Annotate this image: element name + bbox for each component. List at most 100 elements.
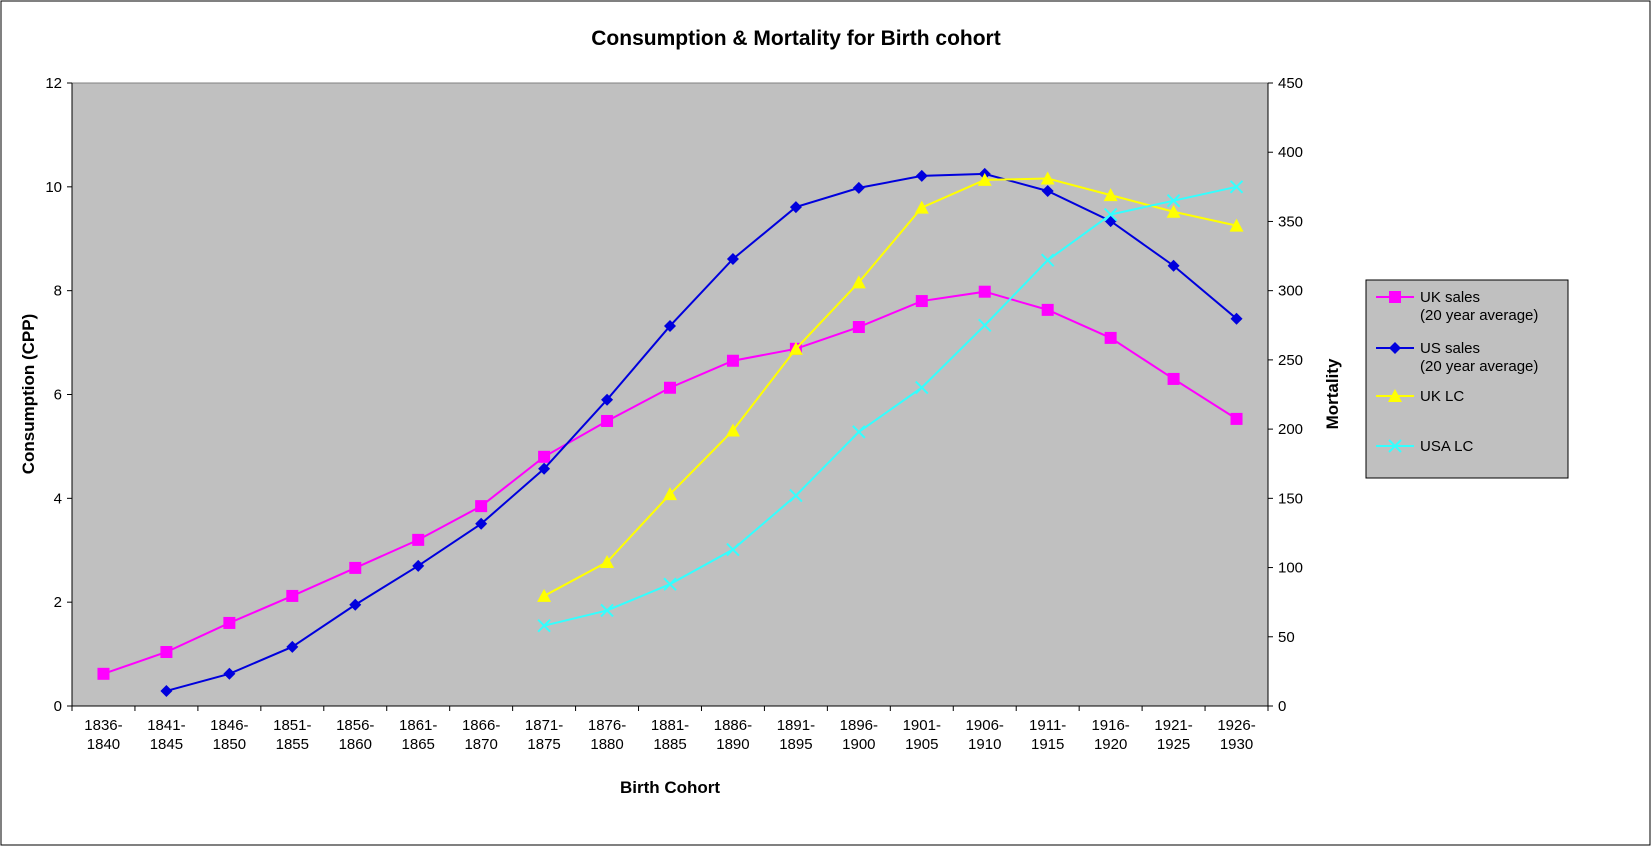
y-tick-label: 12 bbox=[45, 75, 62, 92]
data-point bbox=[663, 577, 677, 591]
x-tick-label: 1851-1855 bbox=[273, 717, 311, 753]
series-line bbox=[543, 177, 1237, 597]
data-point bbox=[852, 321, 865, 334]
y-axis-label: Consumption (CPP) bbox=[19, 314, 38, 475]
data-point bbox=[223, 616, 236, 629]
legend-label: US sales (20 year average) bbox=[1420, 340, 1538, 375]
y2-axis-label: Mortality bbox=[1323, 358, 1342, 429]
data-point bbox=[1229, 180, 1244, 194]
x-tick-label: 1856-1860 bbox=[336, 717, 374, 753]
data-point bbox=[726, 252, 739, 265]
y2-tick-label: 450 bbox=[1278, 75, 1303, 92]
data-point bbox=[915, 169, 928, 182]
data-point bbox=[160, 646, 173, 659]
data-point bbox=[600, 603, 614, 618]
x-tick-label: 1886-1890 bbox=[714, 717, 752, 753]
data-point bbox=[663, 487, 677, 501]
data-point bbox=[1041, 303, 1054, 316]
y-tick-label: 0 bbox=[54, 698, 62, 715]
x-tick-label: 1921-1925 bbox=[1154, 717, 1192, 753]
data-point bbox=[1041, 184, 1054, 197]
data-point bbox=[1104, 331, 1117, 344]
x-tick-label: 1881-1885 bbox=[651, 717, 689, 753]
data-point bbox=[286, 640, 299, 653]
y2-tick-label: 50 bbox=[1278, 629, 1295, 646]
data-point bbox=[915, 295, 928, 308]
data-point bbox=[789, 488, 803, 503]
series-line bbox=[166, 172, 1238, 692]
data-point bbox=[475, 517, 488, 530]
data-point bbox=[915, 380, 929, 395]
x-tick-label: 1846-1850 bbox=[210, 717, 248, 753]
data-point bbox=[726, 354, 739, 367]
legend-marker bbox=[1388, 439, 1402, 453]
y2-tick-label: 250 bbox=[1278, 352, 1303, 369]
data-point bbox=[601, 393, 614, 406]
x-tick-label: 1841-1845 bbox=[147, 717, 185, 753]
x-tick-label: 1866-1870 bbox=[462, 717, 500, 753]
legend-marker bbox=[1388, 389, 1402, 402]
data-point bbox=[1229, 218, 1244, 232]
data-point bbox=[914, 200, 929, 214]
data-point bbox=[412, 559, 425, 572]
legend-marker bbox=[1389, 291, 1401, 303]
data-point bbox=[1103, 188, 1118, 202]
x-tick-label: 1901-1905 bbox=[903, 717, 941, 753]
data-point bbox=[349, 561, 362, 574]
data-point bbox=[852, 425, 866, 439]
legend-label: UK sales (20 year average) bbox=[1420, 289, 1538, 324]
legend-label: USA LC bbox=[1420, 438, 1474, 455]
data-point bbox=[601, 414, 614, 427]
data-point bbox=[1040, 253, 1055, 267]
x-tick-label: 1896-1900 bbox=[840, 717, 878, 753]
data-point bbox=[537, 588, 552, 602]
data-point bbox=[475, 500, 488, 513]
data-point bbox=[1167, 259, 1180, 272]
x-tick-label: 1891-1895 bbox=[777, 717, 815, 753]
data-point bbox=[1230, 412, 1243, 425]
data-point bbox=[538, 462, 551, 475]
legend-label: UK LC bbox=[1420, 388, 1464, 405]
y-tick-label: 10 bbox=[45, 179, 62, 196]
data-point bbox=[1040, 171, 1055, 185]
data-point bbox=[1166, 204, 1181, 218]
x-tick-label: 1871-1875 bbox=[525, 717, 563, 753]
x-tick-label: 1876-1880 bbox=[588, 717, 626, 753]
x-tick-label: 1836-1840 bbox=[84, 717, 122, 753]
data-point bbox=[1230, 312, 1243, 325]
y2-tick-label: 0 bbox=[1278, 698, 1286, 715]
data-point bbox=[97, 667, 110, 680]
data-point bbox=[1166, 193, 1181, 208]
y2-tick-label: 350 bbox=[1278, 213, 1303, 230]
data-point bbox=[664, 381, 676, 394]
data-point bbox=[160, 684, 173, 697]
data-point bbox=[1167, 372, 1180, 385]
x-axis-label: Birth Cohort bbox=[620, 778, 720, 797]
series-line bbox=[543, 185, 1237, 627]
x-tick-label: 1861-1865 bbox=[399, 717, 437, 753]
y2-tick-label: 200 bbox=[1278, 421, 1303, 438]
x-tick-label: 1911-1915 bbox=[1029, 717, 1066, 753]
data-point bbox=[978, 285, 991, 298]
data-point bbox=[978, 318, 992, 332]
y2-tick-label: 150 bbox=[1278, 490, 1303, 507]
data-point bbox=[600, 555, 615, 569]
data-point bbox=[977, 172, 992, 186]
data-point bbox=[286, 589, 299, 602]
y-tick-label: 6 bbox=[54, 387, 62, 404]
data-point bbox=[851, 275, 866, 289]
data-point bbox=[664, 319, 676, 332]
data-point bbox=[349, 598, 362, 611]
y2-tick-label: 400 bbox=[1278, 144, 1303, 161]
y-tick-label: 2 bbox=[54, 594, 62, 611]
data-point bbox=[537, 618, 551, 633]
chart-title: Consumption & Mortality for Birth cohort bbox=[591, 27, 1000, 50]
data-point bbox=[726, 542, 740, 557]
legend-marker bbox=[1389, 342, 1401, 354]
y2-tick-label: 100 bbox=[1278, 560, 1303, 577]
data-point bbox=[223, 667, 236, 680]
y-tick-label: 4 bbox=[54, 490, 62, 507]
data-point bbox=[538, 450, 551, 463]
y2-tick-label: 300 bbox=[1278, 283, 1303, 300]
